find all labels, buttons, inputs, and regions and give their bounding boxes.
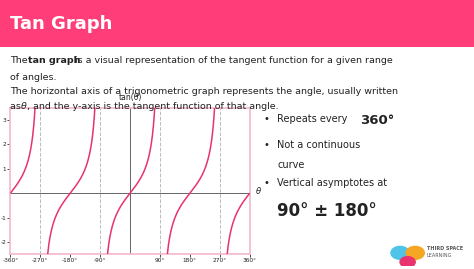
Text: Repeats every: Repeats every bbox=[277, 114, 350, 124]
Text: 90° ± 180°: 90° ± 180° bbox=[277, 202, 377, 220]
Text: 360°: 360° bbox=[360, 114, 394, 127]
Text: as: as bbox=[10, 102, 24, 111]
Text: •: • bbox=[263, 178, 269, 187]
Text: θ: θ bbox=[256, 187, 261, 196]
Text: curve: curve bbox=[277, 160, 305, 170]
Circle shape bbox=[391, 246, 409, 259]
Text: Vertical asymptotes at: Vertical asymptotes at bbox=[277, 178, 387, 187]
Text: Not a continuous: Not a continuous bbox=[277, 140, 361, 150]
Circle shape bbox=[400, 257, 415, 267]
Text: of angles.: of angles. bbox=[10, 73, 57, 82]
Circle shape bbox=[406, 246, 424, 259]
Text: •: • bbox=[263, 140, 269, 150]
Text: THIRD SPACE: THIRD SPACE bbox=[427, 246, 463, 251]
Text: is a visual representation of the tangent function for a given range: is a visual representation of the tangen… bbox=[72, 56, 393, 65]
Text: θ: θ bbox=[21, 102, 27, 111]
Text: LEARNING: LEARNING bbox=[427, 253, 452, 259]
Text: The horizontal axis of a trigonometric graph represents the angle, usually writt: The horizontal axis of a trigonometric g… bbox=[10, 87, 399, 95]
Text: The: The bbox=[10, 56, 31, 65]
Text: Tan Graph: Tan Graph bbox=[10, 15, 113, 33]
Text: •: • bbox=[263, 114, 269, 124]
Text: tan(θ): tan(θ) bbox=[118, 93, 142, 102]
Text: tan graph: tan graph bbox=[28, 56, 81, 65]
Text: , and the y-axis is the tangent function of that angle.: , and the y-axis is the tangent function… bbox=[27, 102, 278, 111]
